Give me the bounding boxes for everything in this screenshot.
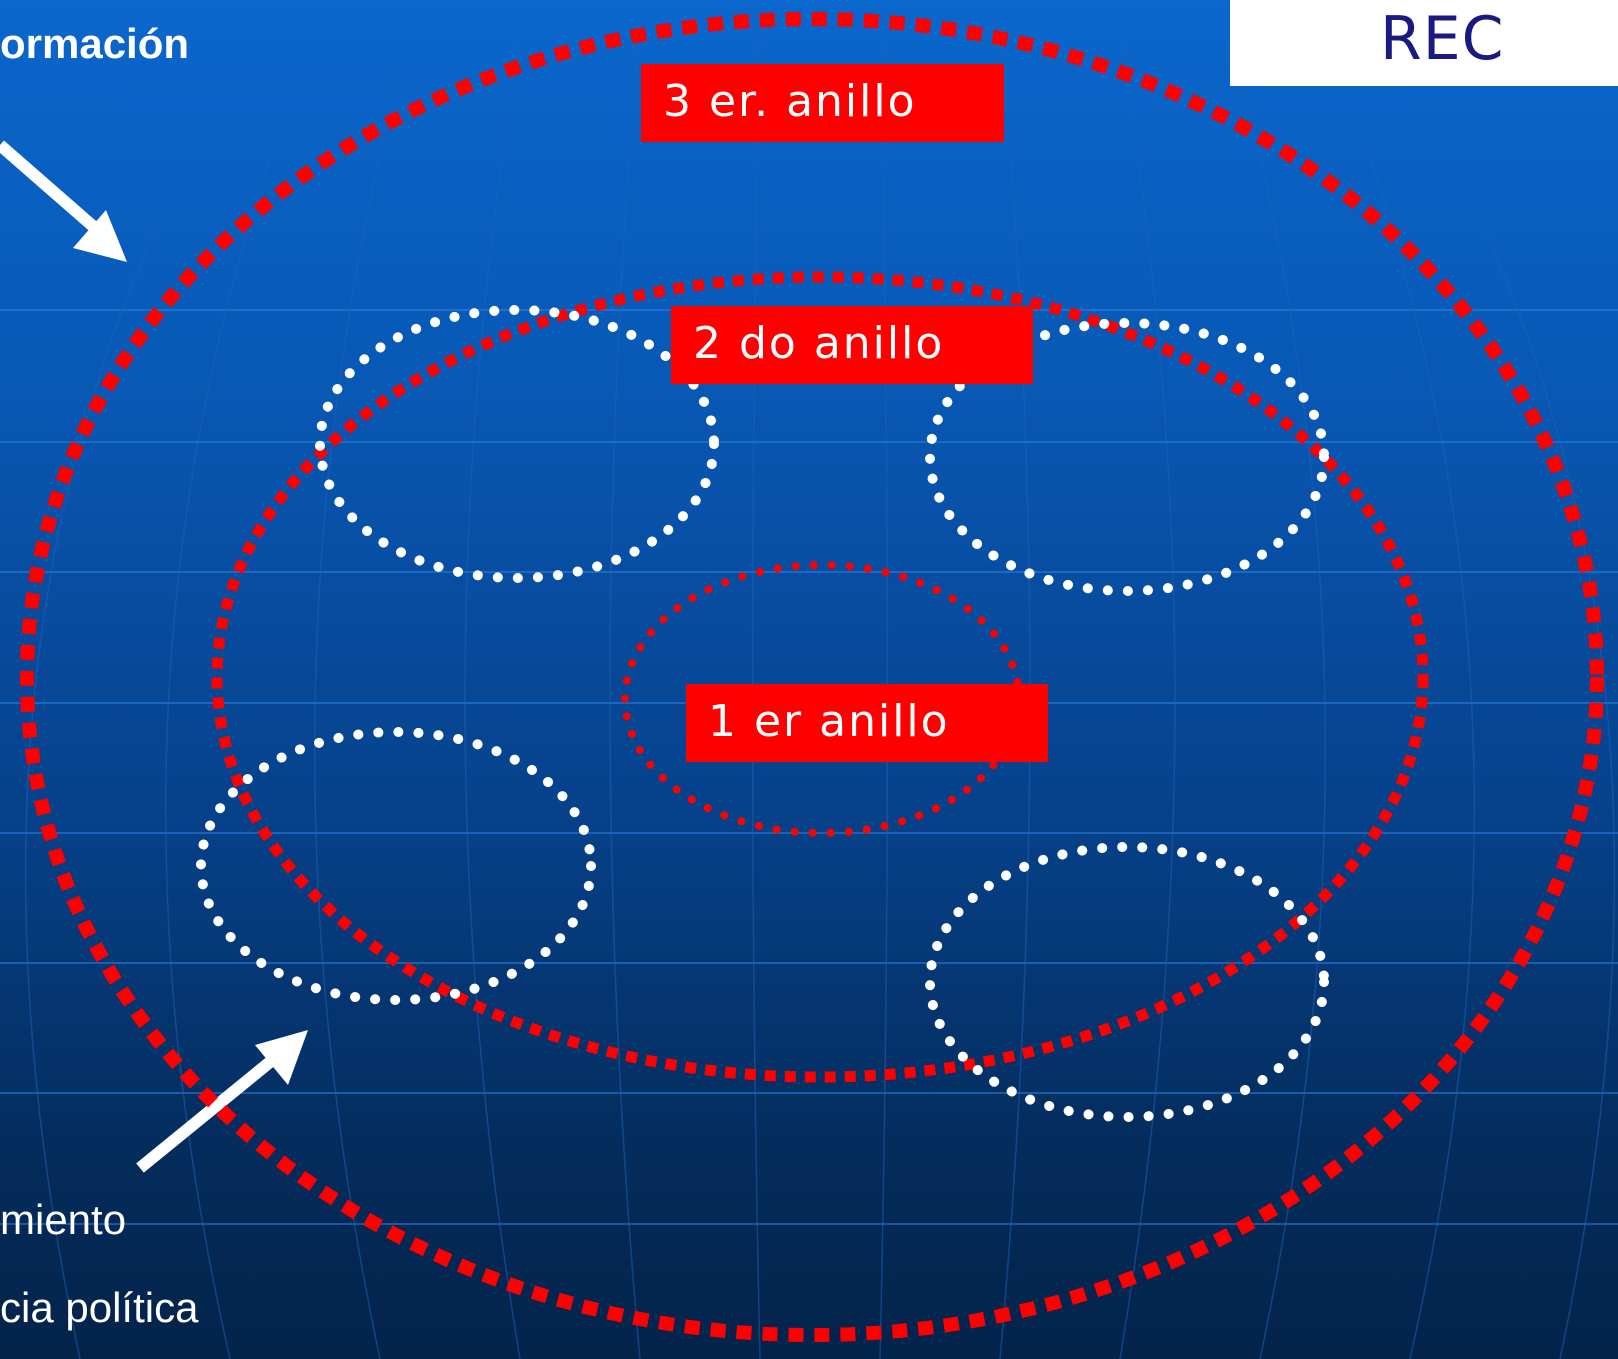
cluster-top-left [315,305,719,583]
third-ring-label: 3 er. anillo [641,64,1004,142]
rec-box: REC [1230,0,1618,86]
cluster-bottom-right [925,842,1329,1122]
globe-meridians [24,19,1616,1359]
third-ring-outline [20,12,1604,1342]
arrow-down-right-icon [0,140,127,262]
cluster-top-right [925,318,1329,596]
arrow-up-right-icon [136,1030,308,1173]
rec-label: REC [1380,4,1505,74]
second-ring-outline [211,271,1429,1083]
left-list-item-2: cia política [0,1284,199,1331]
cluster-bottom-left [196,727,596,1005]
second-ring-label: 2 do anillo [671,306,1033,384]
left-list-item-1: miento [0,1196,127,1243]
first-ring-label: 1 er anillo [686,684,1048,762]
header-title-fragment: ormación [0,20,190,67]
